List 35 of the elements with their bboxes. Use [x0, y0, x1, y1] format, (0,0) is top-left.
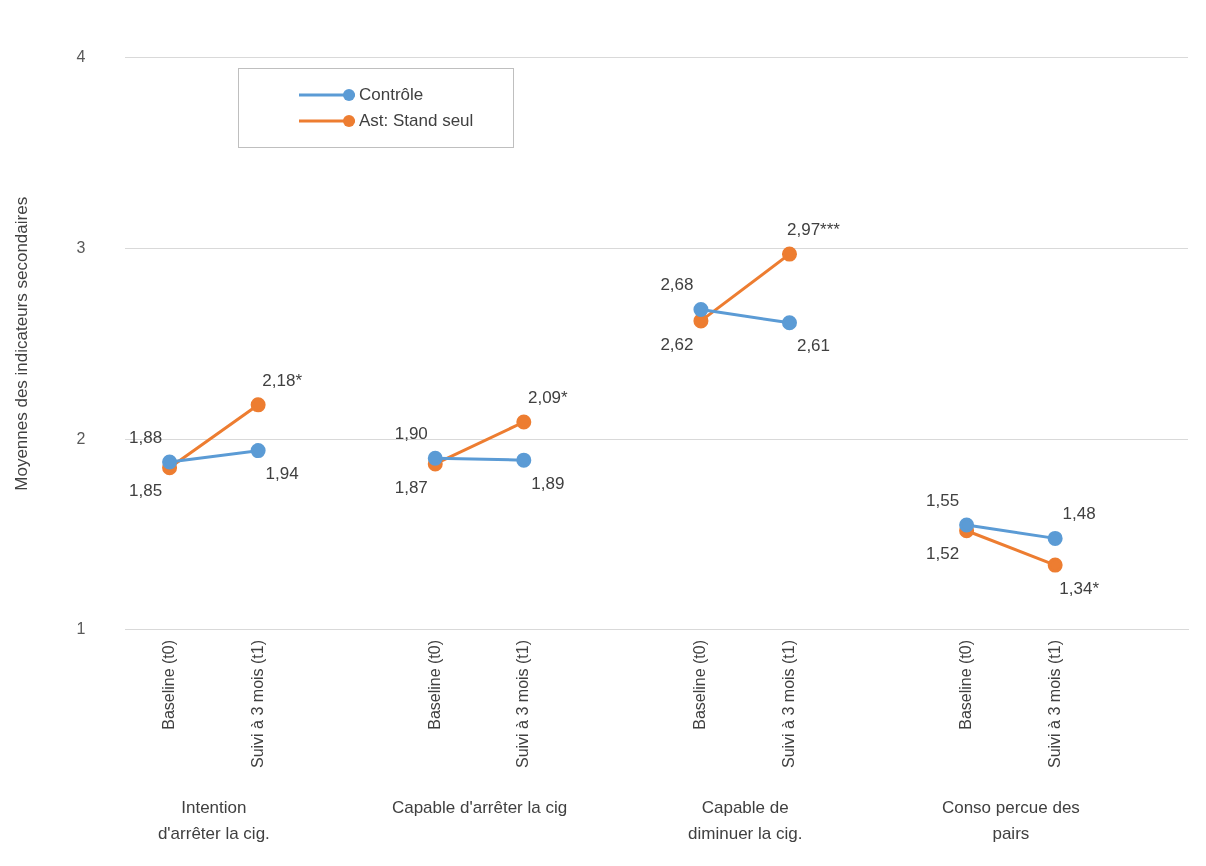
legend-label: Ast: Stand seul	[359, 111, 474, 131]
data-label: 1,48	[1062, 504, 1096, 524]
data-label: 1,90	[394, 423, 428, 443]
x-tick-label: Suivi à 3 mois (t1)	[248, 639, 266, 769]
data-label: 1,34*	[1059, 578, 1100, 598]
x-tick-label: Baseline (t0)	[425, 639, 443, 730]
text: Conso percue des pairs	[941, 797, 1080, 843]
y-tick-label: 1	[76, 620, 86, 638]
x-tick-label: Baseline (t0)	[159, 639, 177, 730]
text: Capable d'arrêter la cig	[391, 797, 568, 817]
x-tick-label: Suivi à 3 mois (t1)	[514, 639, 532, 769]
data-label: 1,89	[531, 473, 565, 493]
data-label: 2,68	[660, 275, 694, 295]
x-tick-label: Suivi à 3 mois (t1)	[779, 639, 797, 769]
legend-label: Contrôle	[359, 85, 424, 105]
y-tick-label: 4	[76, 48, 86, 66]
y-tick-label: 2	[76, 429, 86, 447]
x-tick-label: Baseline (t0)	[957, 639, 975, 730]
data-label: 2,09*	[527, 387, 569, 407]
y-axis-title: Moyennes des indicateurs secondaires	[11, 196, 31, 491]
data-label: 1,87	[394, 477, 428, 497]
data-label: 2,62	[660, 334, 694, 354]
data-label: 2,97***	[787, 219, 841, 239]
x-tick-label: Suivi à 3 mois (t1)	[1045, 639, 1063, 769]
y-tick-label: 3	[76, 238, 86, 256]
text: Capable de diminuer la cig.	[688, 797, 803, 843]
data-label: 2,18*	[262, 370, 303, 390]
data-label: 1,52	[926, 544, 960, 564]
data-label: 1,94	[265, 464, 299, 484]
x-tick-label: Baseline (t0)	[691, 639, 709, 730]
data-label: 1,85	[129, 481, 163, 501]
data-label: 1,88	[129, 427, 163, 447]
data-label: 2,61	[796, 336, 831, 356]
text: Intention d'arrêter la cig.	[157, 797, 270, 843]
data-label: 1,55	[926, 490, 960, 510]
